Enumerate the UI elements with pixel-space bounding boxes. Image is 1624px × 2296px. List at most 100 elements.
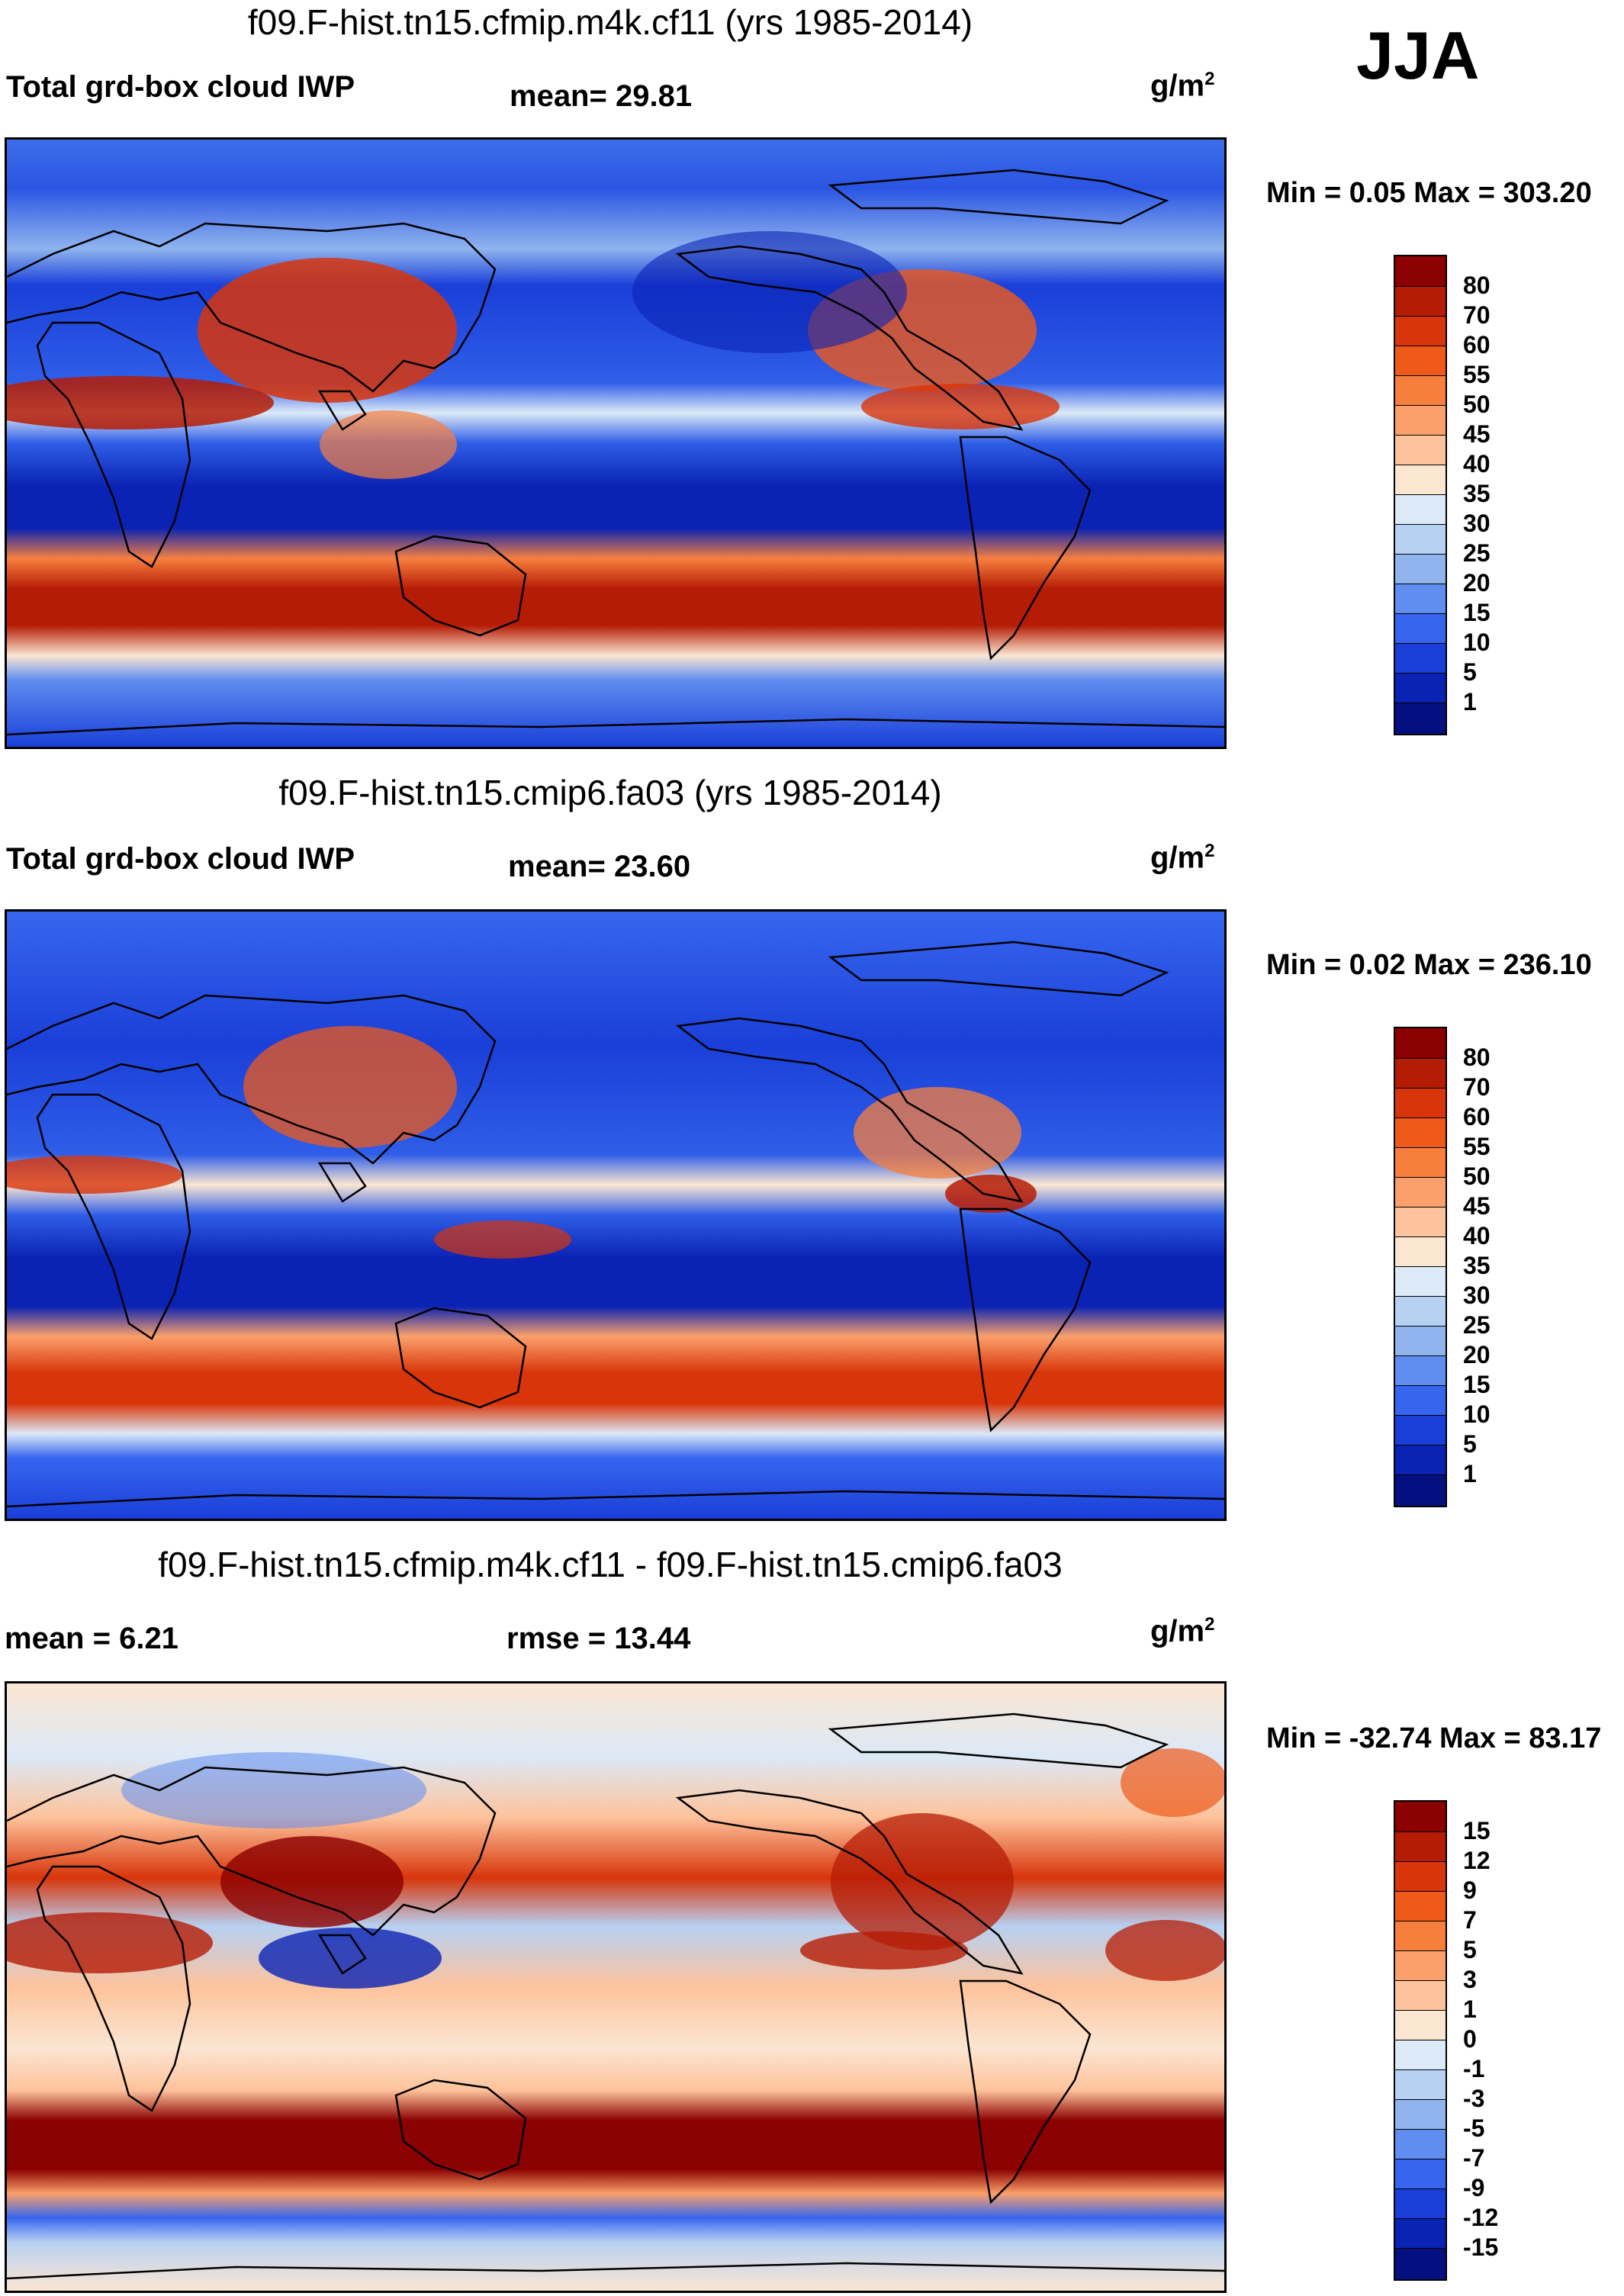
colorbar-segment [1395, 2100, 1446, 2130]
colorbar-segment [1395, 2070, 1446, 2100]
units-base: g/m [1150, 69, 1205, 103]
panel-3-colorbar [1394, 1800, 1447, 2281]
colorbar-segment [1395, 1178, 1446, 1207]
colorbar-segment [1395, 674, 1446, 703]
colorbar-segment [1395, 495, 1446, 525]
panel-2-field-label: Total grd-box cloud IWP [6, 842, 355, 876]
panel-1-colorbar-label: 5 [1463, 658, 1477, 686]
panel-2-colorbar-label: 10 [1463, 1400, 1491, 1428]
panel-1-colorbar-label: 25 [1463, 539, 1491, 567]
panel-2-colorbar-label: 45 [1463, 1192, 1491, 1220]
panel-3-colorbar-label: 0 [1463, 2025, 1477, 2053]
panel-3-colorbar-label: 9 [1463, 1876, 1477, 1904]
panel-3-units: g/m2 [1150, 1614, 1214, 1648]
colorbar-segment [1395, 317, 1446, 346]
panel-2-colorbar-label: 70 [1463, 1073, 1491, 1101]
colorbar-segment [1395, 346, 1446, 376]
panel-1-colorbar-label: 15 [1463, 599, 1491, 626]
panel-3-map [5, 1681, 1227, 2293]
panel-1-colorbar-label: 70 [1463, 301, 1491, 329]
panel-1-title: f09.F-hist.tn15.cfmip.m4k.cf11 (yrs 1985… [247, 2, 973, 42]
panel-3-mean: mean = 6.21 [5, 1622, 178, 1655]
panel-3-colorbar-label: -15 [1463, 2233, 1499, 2261]
colorbar-segment [1395, 2249, 1446, 2279]
colorbar-segment [1395, 1386, 1446, 1416]
panel-2-colorbar-label: 50 [1463, 1162, 1491, 1190]
colorbar-segment [1395, 2189, 1446, 2219]
colorbar-segment [1395, 256, 1446, 287]
panel-3-coastlines [7, 1712, 1224, 2280]
panel-3-map-plot [7, 1683, 1224, 2291]
colorbar-segment [1395, 1297, 1446, 1326]
units-exponent: 2 [1204, 69, 1215, 89]
panel-2-colorbar-label: 60 [1463, 1103, 1491, 1130]
panel-1-colorbar-label: 40 [1463, 450, 1491, 478]
colorbar-segment [1395, 1921, 1446, 1951]
colorbar-segment [1395, 1356, 1446, 1386]
colorbar-segment [1395, 2159, 1446, 2189]
panel-2-colorbar-label: 55 [1463, 1133, 1491, 1160]
panel-2-colorbar-label: 25 [1463, 1311, 1491, 1339]
colorbar-segment [1395, 1802, 1446, 1832]
panel-2-colorbar-label: 40 [1463, 1222, 1491, 1249]
colorbar-segment [1395, 703, 1446, 734]
panel-2-map [5, 909, 1227, 1521]
panel-3-colorbar-label: 1 [1463, 1995, 1477, 2023]
colorbar-segment [1395, 1951, 1446, 1981]
panel-3-colorbar-label: -3 [1463, 2085, 1485, 2112]
panel-2-colorbar-label: 80 [1463, 1043, 1491, 1071]
units-base: g/m [1150, 841, 1205, 875]
colorbar-segment [1395, 2040, 1446, 2070]
panel-1-map-plot [7, 140, 1224, 747]
colorbar-segment [1395, 1981, 1446, 2011]
panel-1-minmax: Min = 0.05 Max = 303.20 [1266, 177, 1592, 209]
colorbar-segment [1395, 1207, 1446, 1237]
colorbar-segment [1395, 1475, 1446, 1506]
units-exponent: 2 [1204, 1614, 1215, 1635]
panel-3-colorbar-label: 15 [1463, 1817, 1491, 1844]
panel-1-colorbar-label: 80 [1463, 272, 1491, 299]
colorbar-segment [1395, 1862, 1446, 1892]
colorbar-segment [1395, 1326, 1446, 1356]
colorbar-segment [1395, 1028, 1446, 1059]
panel-1-colorbar-label: 20 [1463, 569, 1491, 597]
panel-2-colorbar-label: 30 [1463, 1281, 1491, 1309]
panel-1-colorbar-label: 10 [1463, 629, 1491, 656]
colorbar-segment [1395, 287, 1446, 317]
colorbar-segment [1395, 1148, 1446, 1178]
colorbar-segment [1395, 555, 1446, 584]
panel-1-colorbar [1394, 255, 1447, 735]
panel-3-colorbar-label: 7 [1463, 1906, 1477, 1934]
colorbar-segment [1395, 1267, 1446, 1297]
panel-1-colorbar-label: 60 [1463, 331, 1491, 359]
colorbar-segment [1395, 1059, 1446, 1089]
season-label: JJA [1356, 18, 1480, 93]
colorbar-segment [1395, 2219, 1446, 2249]
colorbar-segment [1395, 644, 1446, 674]
panel-1-units: g/m2 [1150, 69, 1214, 103]
colorbar-segment [1395, 1832, 1446, 1862]
colorbar-segment [1395, 584, 1446, 614]
panel-3-colorbar-label: -12 [1463, 2204, 1499, 2231]
colorbar-segment [1395, 1237, 1446, 1267]
colorbar-segment [1395, 1416, 1446, 1445]
panel-3-minmax: Min = -32.74 Max = 83.17 [1266, 1722, 1602, 1754]
colorbar-segment [1395, 1089, 1446, 1118]
panel-2-mean: mean= 23.60 [508, 850, 691, 883]
panel-2-colorbar-label: 15 [1463, 1371, 1491, 1398]
panel-2-colorbar-label: 5 [1463, 1430, 1477, 1458]
colorbar-segment [1395, 436, 1446, 465]
colorbar-segment [1395, 614, 1446, 644]
panel-2-colorbar-label: 1 [1463, 1460, 1477, 1487]
colorbar-segment [1395, 465, 1446, 495]
panel-2-coastlines [7, 941, 1224, 1508]
panel-2-colorbar [1394, 1027, 1447, 1507]
panel-3-colorbar-label: -5 [1463, 2114, 1485, 2142]
panel-2-colorbar-label: 35 [1463, 1252, 1491, 1279]
colorbar-segment [1395, 1892, 1446, 1921]
panel-1-coastlines [7, 169, 1224, 736]
panel-1-mean: mean= 29.81 [510, 79, 693, 113]
panel-3-title: f09.F-hist.tn15.cfmip.m4k.cf11 - f09.F-h… [158, 1545, 1063, 1584]
panel-3-colorbar-label: 5 [1463, 1936, 1477, 1963]
panel-1-colorbar-label: 55 [1463, 361, 1491, 388]
